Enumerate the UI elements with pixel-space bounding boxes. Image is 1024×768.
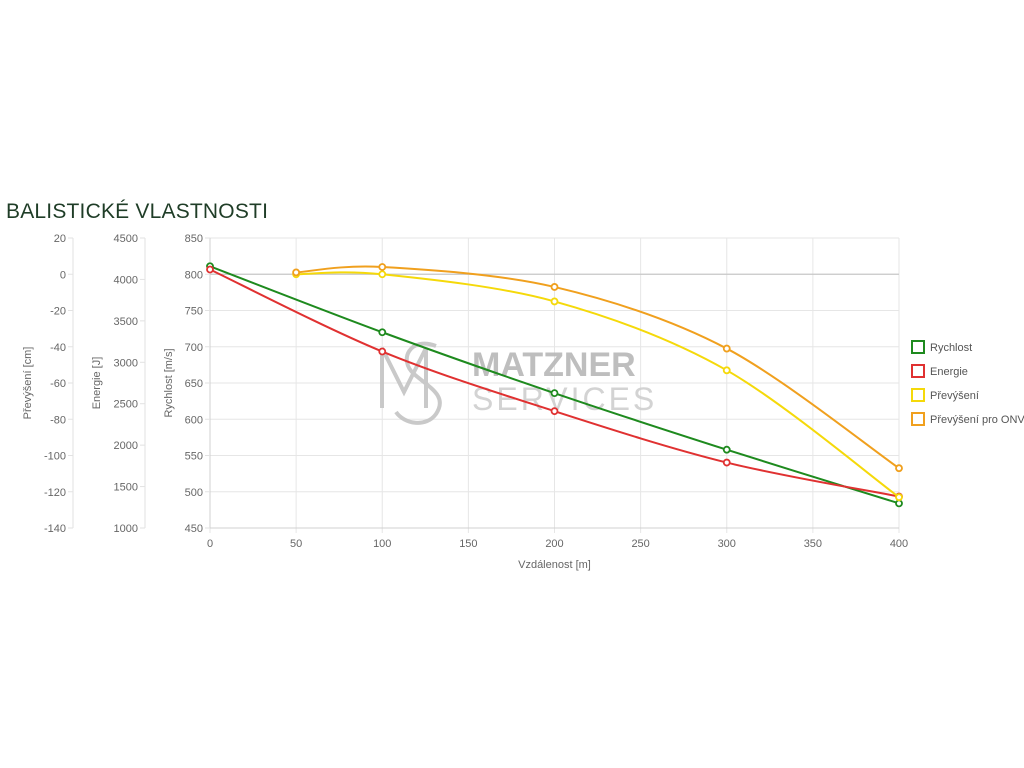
legend-swatch (911, 364, 925, 378)
series-0-point[interactable] (550, 389, 559, 398)
prevyseni-tick-label: -140 (44, 523, 66, 535)
prevyseni-tick-label: -80 (50, 414, 66, 426)
series-0-point[interactable] (895, 499, 903, 508)
energie-tick-label: 4500 (114, 233, 138, 245)
rychlost-tick-label: 750 (185, 306, 203, 318)
prevyseni-tick-label: 20 (54, 233, 66, 245)
prevyseni-tick-label: -40 (50, 342, 66, 354)
rychlost-tick-label: 800 (185, 269, 203, 281)
series-0-point[interactable] (378, 328, 387, 337)
page-title: BALISTICKÉ VLASTNOSTI (6, 200, 269, 223)
watermark-line2: SERVICES (472, 381, 657, 417)
x-tick-label: 350 (804, 538, 822, 550)
watermark-line1: MATZNER (472, 346, 636, 384)
energie-tick-label: 3000 (114, 357, 138, 369)
legend-label: Energie (930, 366, 968, 378)
x-tick-label: 400 (890, 538, 908, 550)
legend-item-3[interactable]: Převýšení pro ONV (911, 412, 1024, 426)
legend-label: Rychlost (930, 342, 972, 354)
energie-tick-label: 2000 (114, 440, 138, 452)
series-3-point[interactable] (895, 464, 903, 473)
prevyseni-tick-label: -60 (50, 378, 66, 390)
series-3-point[interactable] (722, 344, 731, 353)
rychlost-tick-label: 450 (185, 523, 203, 535)
x-tick-label: 50 (290, 538, 302, 550)
series-1-point[interactable] (722, 458, 731, 467)
legend-label: Převýšení (930, 390, 979, 402)
x-tick-label: 0 (207, 538, 213, 550)
legend-item-2[interactable]: Převýšení (911, 388, 979, 402)
energie-tick-label: 1500 (114, 482, 138, 494)
prevyseni-tick-label: -120 (44, 487, 66, 499)
series-2-point[interactable] (550, 297, 559, 306)
legend-swatch (911, 412, 925, 426)
series-2-line (296, 271, 900, 498)
energie-axis-title: Energie [J] (91, 357, 103, 410)
prevyseni-axis-title: Převýšení [cm] (22, 347, 34, 420)
rychlost-tick-label: 600 (185, 414, 203, 426)
rychlost-axis-title: Rychlost [m/s] (163, 348, 175, 417)
energie-tick-label: 2500 (114, 399, 138, 411)
x-tick-label: 300 (718, 538, 736, 550)
series-3-point[interactable] (292, 268, 301, 277)
legend-swatch (911, 388, 925, 402)
rychlost-tick-label: 500 (185, 487, 203, 499)
series-layer (206, 262, 903, 508)
legend[interactable]: Rychlost Energie Převýšení Převýšení pro ON… (911, 340, 1024, 426)
energie-tick-label: 3500 (114, 316, 138, 328)
series-2-point[interactable] (895, 493, 903, 502)
x-tick-label: 250 (631, 538, 649, 550)
series-3-line (296, 265, 900, 470)
x-tick-label: 200 (545, 538, 563, 550)
series-3-point[interactable] (378, 263, 387, 271)
legend-item-0[interactable]: Rychlost (911, 340, 972, 354)
series-1-point[interactable] (550, 407, 559, 416)
rychlost-tick-label: 850 (185, 233, 203, 245)
series-1-point[interactable] (378, 347, 387, 356)
watermark: MATZNER SERVICES (380, 341, 657, 425)
series-3-point[interactable] (550, 283, 559, 291)
series-2-point[interactable] (378, 270, 387, 279)
rychlost-tick-label: 550 (185, 451, 203, 463)
series-2-point[interactable] (722, 366, 731, 375)
energie-tick-label: 1000 (114, 523, 138, 535)
series-1-point[interactable] (206, 265, 214, 274)
x-tick-label: 100 (373, 538, 391, 550)
series-0-point[interactable] (722, 445, 731, 454)
prevyseni-tick-label: 0 (60, 269, 66, 281)
legend-item-1[interactable]: Energie (911, 364, 968, 378)
x-axis-title: Vzdálenost [m] (518, 559, 591, 571)
rychlost-tick-label: 700 (185, 342, 203, 354)
legend-swatch (911, 340, 925, 354)
x-tick-label: 150 (459, 538, 477, 550)
prevyseni-tick-label: -100 (44, 451, 66, 463)
rychlost-tick-label: 650 (185, 378, 203, 390)
prevyseni-tick-label: -20 (50, 306, 66, 318)
legend-label: Převýšení pro ONV (930, 414, 1024, 426)
energie-tick-label: 4000 (114, 274, 138, 286)
